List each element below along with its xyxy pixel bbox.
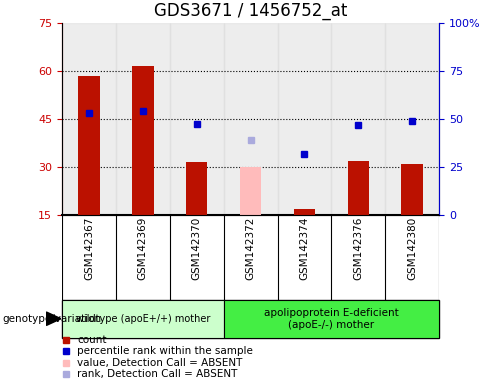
Text: value, Detection Call = ABSENT: value, Detection Call = ABSENT bbox=[77, 358, 243, 368]
Text: GSM142372: GSM142372 bbox=[245, 217, 256, 280]
Bar bbox=[186, 162, 207, 215]
Text: genotype/variation: genotype/variation bbox=[2, 314, 102, 324]
Text: percentile rank within the sample: percentile rank within the sample bbox=[77, 346, 253, 356]
Bar bbox=[78, 76, 100, 215]
Bar bbox=[224, 23, 278, 215]
Text: GSM142369: GSM142369 bbox=[138, 217, 148, 280]
Polygon shape bbox=[46, 312, 61, 326]
Bar bbox=[347, 161, 369, 215]
Title: GDS3671 / 1456752_at: GDS3671 / 1456752_at bbox=[154, 2, 347, 20]
Bar bbox=[224, 300, 439, 338]
Bar bbox=[62, 23, 116, 215]
Text: GSM142370: GSM142370 bbox=[192, 217, 202, 280]
Text: apolipoprotein E-deficient
(apoE-/-) mother: apolipoprotein E-deficient (apoE-/-) mot… bbox=[264, 308, 399, 329]
Text: GSM142367: GSM142367 bbox=[84, 217, 94, 280]
Bar bbox=[331, 23, 386, 215]
Bar bbox=[240, 167, 262, 215]
Bar bbox=[116, 23, 170, 215]
Text: wildtype (apoE+/+) mother: wildtype (apoE+/+) mother bbox=[76, 314, 210, 324]
Bar bbox=[170, 23, 224, 215]
Bar bbox=[278, 23, 331, 215]
Bar bbox=[132, 66, 154, 215]
Text: count: count bbox=[77, 335, 107, 345]
Bar bbox=[62, 300, 224, 338]
Text: rank, Detection Call = ABSENT: rank, Detection Call = ABSENT bbox=[77, 369, 238, 379]
Text: GSM142376: GSM142376 bbox=[353, 217, 364, 280]
Bar bbox=[402, 164, 423, 215]
Text: GSM142374: GSM142374 bbox=[300, 217, 309, 280]
Bar bbox=[294, 209, 315, 215]
Text: GSM142380: GSM142380 bbox=[407, 217, 417, 280]
Bar bbox=[386, 23, 439, 215]
